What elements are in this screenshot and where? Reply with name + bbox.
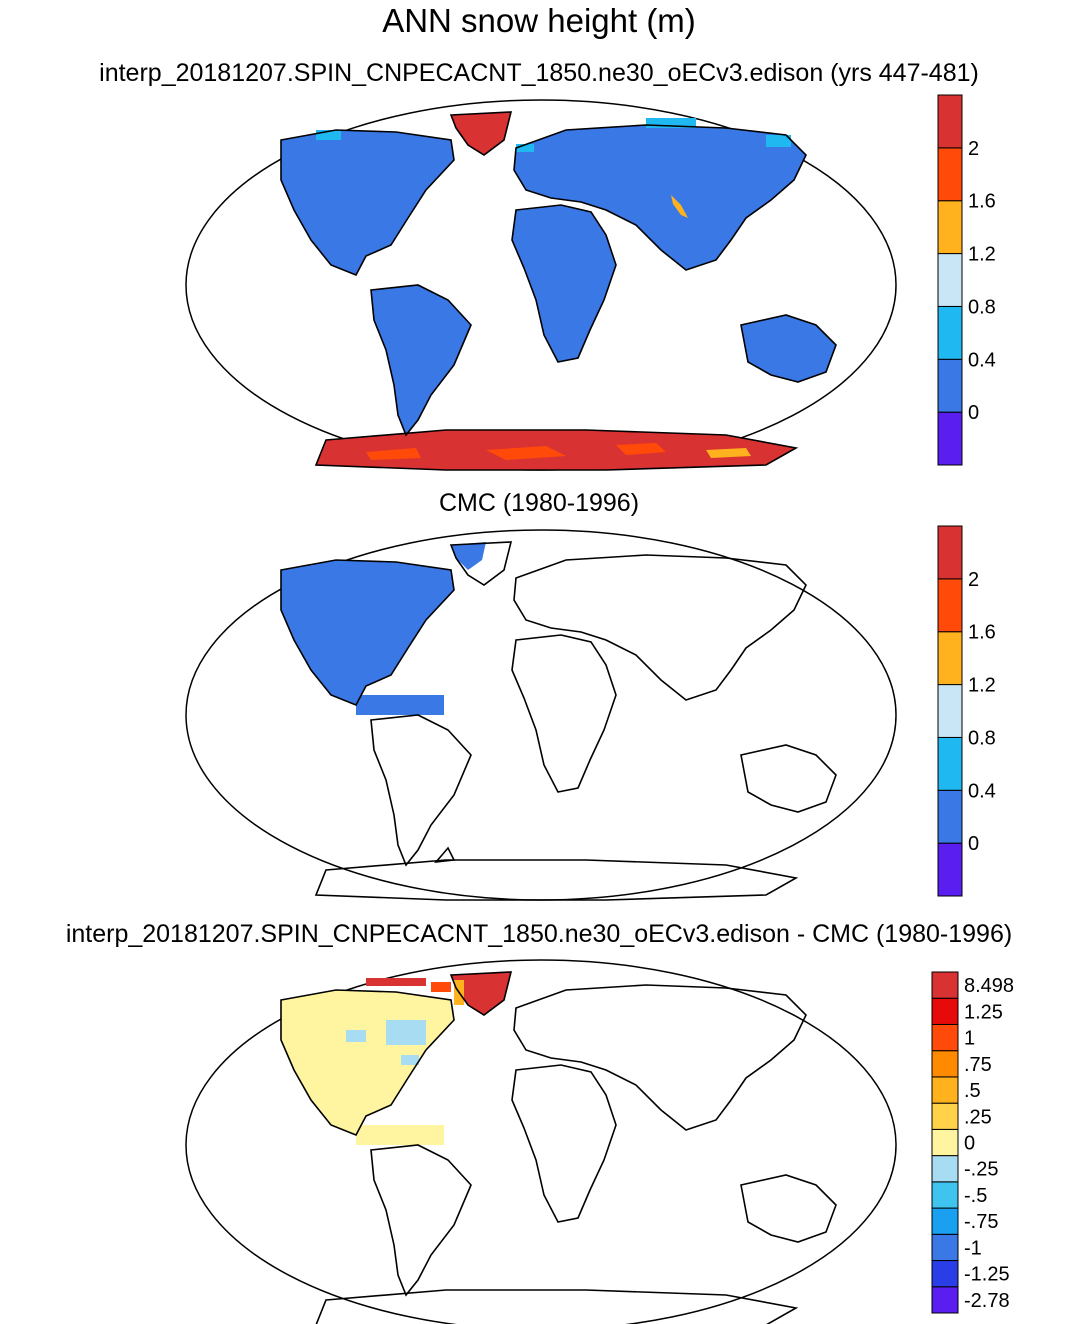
colorbar-3-box xyxy=(931,1050,959,1078)
colorbar-3-label: -.75 xyxy=(964,1211,998,1233)
colorbar-3-label: 1 xyxy=(964,1028,975,1050)
main-title: ANN snow height (m) xyxy=(382,2,696,39)
colorbar-3-box xyxy=(931,1286,959,1314)
colorbar-3-box xyxy=(931,971,959,999)
colorbar-3-box xyxy=(931,997,959,1025)
colorbar-1-box xyxy=(937,305,963,360)
colorbar-1-label: 1.2 xyxy=(968,244,996,266)
northeast-negative-diff-3 xyxy=(346,1020,426,1065)
colorbar-2-box xyxy=(937,842,963,897)
colorbar-1-label: 2 xyxy=(968,138,979,160)
colorbar-3-label: .75 xyxy=(964,1054,992,1076)
colorbar-3-label: -.25 xyxy=(964,1159,998,1181)
tibet-snow-1 xyxy=(671,195,688,218)
colorbar-3-label: -2.78 xyxy=(964,1290,1010,1312)
antarctica-snow-1 xyxy=(316,430,796,470)
colorbar-3-box xyxy=(931,1102,959,1130)
colorbar-2-label: 0.8 xyxy=(968,727,996,749)
colorbar-1-box xyxy=(937,94,963,149)
map-panel-2 xyxy=(185,529,897,900)
colorbar-3-box xyxy=(931,1076,959,1104)
colorbar-3-box xyxy=(931,1207,959,1235)
map-panel-3 xyxy=(185,959,897,1324)
colorbar-2-box xyxy=(937,789,963,844)
colorbar-3-label: 1.25 xyxy=(964,1001,1003,1023)
colorbar-3-label: -1.25 xyxy=(964,1264,1010,1286)
colorbar-1-box xyxy=(937,411,963,466)
panel-1-title: interp_20181207.SPIN_CNPECACNT_1850.ne30… xyxy=(99,59,979,87)
colorbar-1-label: 0 xyxy=(968,402,979,424)
colorbar-2-label: 0 xyxy=(968,833,979,855)
colorbar-3-box xyxy=(931,1233,959,1262)
colorbar-2-label: 0.4 xyxy=(968,780,996,802)
colorbar-3-label: -1 xyxy=(964,1237,982,1259)
colorbar-2-label: 1.6 xyxy=(968,622,996,644)
colorbar-1-label: 0.8 xyxy=(968,296,996,318)
panel-2-title: CMC (1980-1996) xyxy=(438,489,640,517)
colorbar-2-box xyxy=(937,525,963,580)
colorbar-2-box xyxy=(937,736,963,791)
panel-3-title: interp_20181207.SPIN_CNPECACNT_1850.ne30… xyxy=(65,920,1013,948)
colorbar-3-label: -.5 xyxy=(964,1185,987,1207)
colorbar-2-box xyxy=(937,684,963,738)
colorbar-3-box xyxy=(931,1128,959,1157)
colorbar-3: -2.78 -1.25 -1 -.75 -.5 -.25 0 .25 .5 .75 1 1.25 8.4… xyxy=(931,971,1014,1314)
greenland-snow-2 xyxy=(451,542,486,570)
colorbar-3-box xyxy=(931,1023,959,1052)
colorbar-1-box xyxy=(937,147,963,202)
colorbar-1-label: 1.6 xyxy=(968,191,996,213)
colorbar-1-box xyxy=(937,253,963,307)
colorbar-1-label: 0.4 xyxy=(968,349,996,371)
colorbar-2-box xyxy=(937,578,963,633)
camerica-snow-2 xyxy=(356,695,444,715)
colorbar-3-box xyxy=(931,1260,959,1288)
arctic-light-snow-1 xyxy=(316,118,791,152)
colorbar-1-box xyxy=(937,358,963,413)
colorbar-3-label: .5 xyxy=(964,1080,981,1102)
colorbar-3-box xyxy=(931,1155,959,1183)
colorbar-3-label: 8.498 xyxy=(964,975,1014,997)
camerica-diff-3 xyxy=(356,1125,444,1145)
colorbar-3-label: 0 xyxy=(964,1133,975,1155)
colorbar-2: 0 0.4 0.8 1.2 1.6 2 xyxy=(937,525,996,897)
colorbar-3-label: .25 xyxy=(964,1106,992,1128)
colorbar-2-label: 2 xyxy=(968,569,979,591)
colorbar-3-box xyxy=(931,1181,959,1209)
colorbar-1-box xyxy=(937,200,963,255)
colorbar-1: 0 0.4 0.8 1.2 1.6 2 xyxy=(937,94,996,466)
colorbar-2-box xyxy=(937,631,963,686)
map-panel-1 xyxy=(185,99,897,470)
colorbar-2-label: 1.2 xyxy=(968,675,996,697)
